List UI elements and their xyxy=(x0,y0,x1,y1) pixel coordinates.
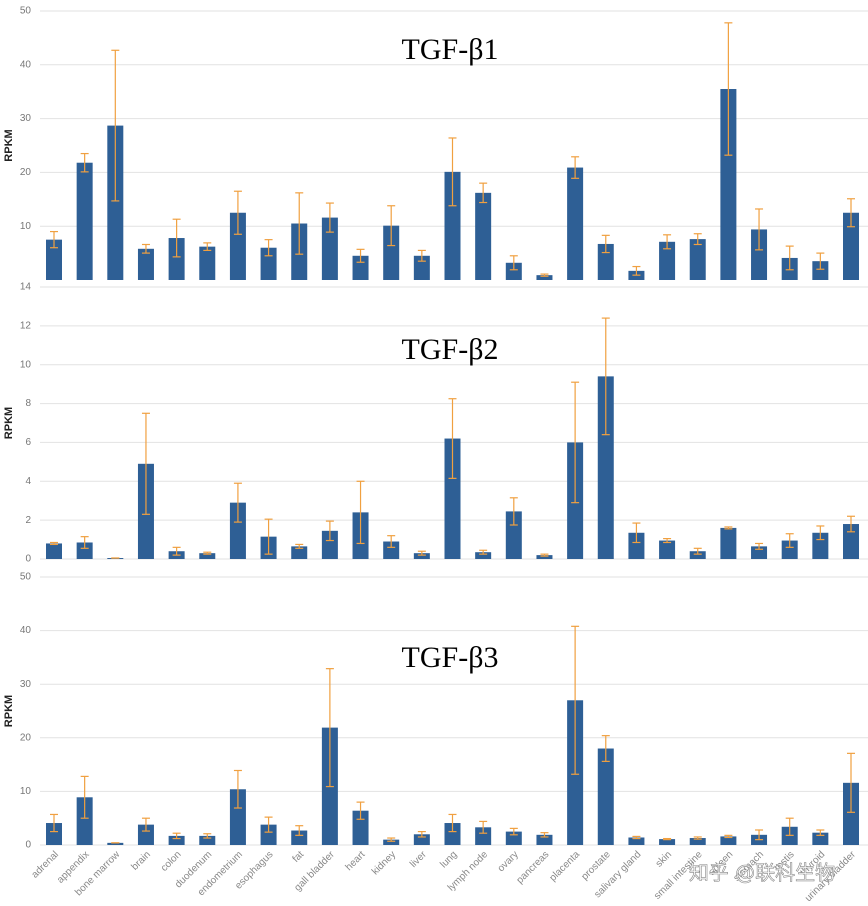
chart-title: TGF-β3 xyxy=(402,641,499,674)
bar xyxy=(137,248,154,280)
x-tick-label: placenta xyxy=(548,849,583,884)
bar xyxy=(781,540,798,559)
bar xyxy=(229,789,246,845)
chart-title: TGF-β1 xyxy=(402,33,499,66)
y-tick-label: 0 xyxy=(25,840,31,851)
bar xyxy=(444,171,461,280)
bar xyxy=(383,839,400,845)
bar xyxy=(843,524,859,559)
bar xyxy=(444,823,461,845)
y-tick-label: 2 xyxy=(25,515,31,526)
y-tick-label: 30 xyxy=(20,113,32,124)
bar xyxy=(291,830,308,845)
bar xyxy=(321,217,338,280)
y-axis-label: RPKM xyxy=(3,695,15,727)
y-tick-label: 10 xyxy=(20,359,32,370)
x-tick-label: pancreas xyxy=(515,849,552,886)
y-axis-label: RPKM xyxy=(3,407,15,439)
bar xyxy=(505,511,522,559)
bar xyxy=(168,238,185,280)
bar xyxy=(76,162,93,280)
y-tick-label: 14 xyxy=(20,282,32,293)
bar xyxy=(659,839,676,845)
x-tick-label: brain xyxy=(129,849,153,873)
bar xyxy=(137,824,154,845)
y-tick-label: 30 xyxy=(20,679,32,690)
bar xyxy=(107,842,124,845)
bar xyxy=(597,376,614,559)
bar xyxy=(628,532,645,559)
bar xyxy=(383,541,400,559)
x-tick-label: lung xyxy=(438,849,459,870)
x-tick-label: heart xyxy=(344,849,368,873)
bar xyxy=(46,823,62,845)
bar xyxy=(413,255,430,280)
bar xyxy=(76,542,93,559)
bar xyxy=(229,212,246,280)
bar xyxy=(475,192,492,280)
y-tick-label: 20 xyxy=(20,167,32,178)
bar xyxy=(229,502,246,559)
y-tick-label: 8 xyxy=(25,398,31,409)
y-tick-label: 12 xyxy=(20,320,32,331)
bar xyxy=(720,89,737,280)
bar xyxy=(444,438,461,559)
bar xyxy=(291,546,308,559)
y-tick-label: 20 xyxy=(20,732,32,743)
bar xyxy=(843,212,859,280)
bar xyxy=(536,275,553,280)
bar xyxy=(475,827,492,845)
bar xyxy=(628,837,645,845)
bar xyxy=(475,552,492,559)
bar xyxy=(659,241,676,280)
bar xyxy=(751,229,768,280)
bar xyxy=(812,261,829,280)
bar xyxy=(720,836,737,845)
bar xyxy=(567,167,584,280)
bar xyxy=(260,824,277,845)
x-tick-label: kidney xyxy=(370,849,398,877)
bar xyxy=(199,246,216,280)
y-tick-label: 50 xyxy=(20,572,32,583)
x-tick-label: ovary xyxy=(496,849,521,874)
chart-title: TGF-β2 xyxy=(402,333,499,366)
bar xyxy=(597,748,614,845)
y-tick-label: 0 xyxy=(25,554,31,565)
bar xyxy=(46,239,62,280)
bar xyxy=(383,225,400,280)
x-tick-label: fat xyxy=(291,849,307,865)
bar xyxy=(505,262,522,280)
bar xyxy=(843,782,859,845)
bar xyxy=(199,553,216,559)
x-tick-label: colon xyxy=(159,849,184,874)
y-tick-label: 10 xyxy=(20,221,32,232)
y-tick-label: 10 xyxy=(20,786,32,797)
y-tick-label: 40 xyxy=(20,625,32,636)
bar xyxy=(536,834,553,845)
y-axis-label: RPKM xyxy=(3,129,15,161)
bar xyxy=(76,797,93,845)
bar xyxy=(689,551,706,559)
bar xyxy=(659,540,676,559)
bar xyxy=(168,835,185,845)
bar xyxy=(321,530,338,559)
bar xyxy=(413,553,430,559)
y-tick-label: 40 xyxy=(20,59,32,70)
bar xyxy=(46,543,62,559)
bar xyxy=(689,838,706,845)
bar xyxy=(720,527,737,559)
bar xyxy=(107,125,124,281)
bar xyxy=(199,835,216,845)
y-tick-label: 50 xyxy=(20,6,32,17)
bar xyxy=(689,239,706,280)
x-tick-label: skin xyxy=(654,849,674,869)
watermark: 知乎 @联科生物 xyxy=(689,861,835,885)
bar xyxy=(413,834,430,845)
y-tick-label: 4 xyxy=(25,476,31,487)
x-tick-label: liver xyxy=(408,849,429,870)
y-tick-label: 6 xyxy=(25,437,31,448)
bar xyxy=(536,555,553,559)
